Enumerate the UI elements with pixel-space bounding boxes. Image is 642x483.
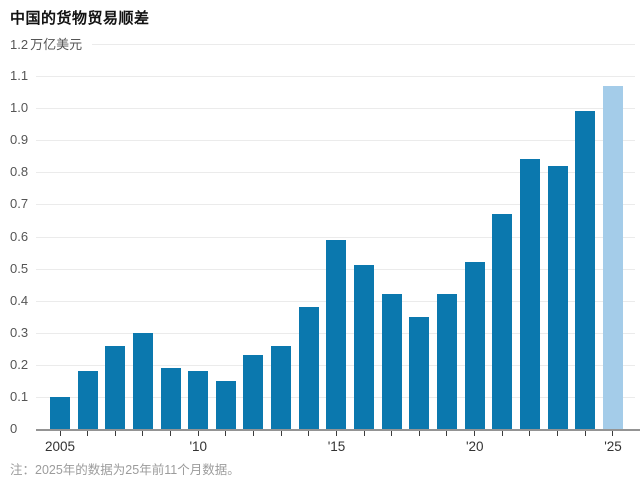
bar-2010 bbox=[188, 371, 209, 429]
x-tick-label: '10 bbox=[189, 439, 208, 454]
bar-2018 bbox=[409, 317, 430, 429]
chart-title: 中国的货物贸易顺差 bbox=[10, 10, 150, 27]
x-tick-label: '20 bbox=[465, 439, 484, 454]
y-tick-label: 1.0 bbox=[10, 100, 29, 115]
bar-2006 bbox=[77, 371, 98, 429]
bar-2017 bbox=[381, 294, 402, 429]
gridline bbox=[92, 44, 635, 45]
x-tick bbox=[243, 431, 263, 436]
x-tick bbox=[465, 431, 485, 436]
x-tick bbox=[133, 431, 153, 436]
y-tick-label: 0.1 bbox=[10, 389, 29, 404]
bar-2024 bbox=[575, 111, 596, 429]
gridline bbox=[36, 140, 635, 141]
x-tick-label: 2005 bbox=[44, 439, 76, 454]
x-tick bbox=[354, 431, 374, 436]
x-tick bbox=[188, 431, 208, 436]
gridline bbox=[36, 204, 635, 205]
x-tick bbox=[326, 431, 346, 436]
bar-2005 bbox=[50, 397, 70, 429]
gridline bbox=[36, 108, 635, 109]
x-tick bbox=[409, 431, 429, 436]
x-tick bbox=[492, 431, 512, 436]
y-axis-unit-label: 1.2 万亿美元 bbox=[10, 37, 82, 53]
bar-2013 bbox=[271, 346, 292, 429]
x-tick bbox=[271, 431, 291, 436]
x-tick bbox=[216, 431, 236, 436]
x-tick bbox=[299, 431, 319, 436]
x-axis-line bbox=[36, 429, 640, 431]
bar-2014 bbox=[298, 307, 319, 429]
gridline bbox=[36, 172, 635, 173]
gridline bbox=[36, 237, 635, 238]
x-tick-label: '15 bbox=[327, 439, 346, 454]
bar-2021 bbox=[492, 214, 513, 429]
y-tick-label: 1.1 bbox=[10, 68, 29, 83]
x-tick bbox=[548, 431, 568, 436]
x-tick bbox=[105, 431, 125, 436]
y-tick-label: 0.4 bbox=[10, 293, 29, 308]
x-tick bbox=[78, 431, 98, 436]
y-tick-label: 0 bbox=[10, 421, 18, 436]
y-tick-label: 0.6 bbox=[10, 229, 29, 244]
y-tick-label: 0.9 bbox=[10, 132, 29, 147]
x-tick bbox=[437, 431, 457, 436]
bar-2023 bbox=[547, 166, 568, 429]
y-tick-label: 0.7 bbox=[10, 196, 29, 211]
x-axis-ticks bbox=[50, 431, 623, 436]
x-tick bbox=[382, 431, 402, 436]
gridline bbox=[36, 76, 635, 77]
bar-2008 bbox=[132, 333, 153, 429]
x-tick-label: '25 bbox=[604, 439, 622, 454]
y-tick-label: 0.2 bbox=[10, 357, 29, 372]
y-tick-label: 0.8 bbox=[10, 164, 29, 179]
bar-2016 bbox=[354, 265, 375, 429]
x-tick bbox=[520, 431, 540, 436]
bar-2009 bbox=[160, 368, 181, 429]
footnote: 注：2025年的数据为25年前11个月数据。 bbox=[10, 463, 240, 477]
bar-2015 bbox=[326, 240, 347, 429]
bars bbox=[50, 44, 623, 429]
bar-2019 bbox=[436, 294, 457, 429]
bar-2012 bbox=[243, 355, 264, 429]
bar-2025 bbox=[602, 86, 623, 429]
x-tick bbox=[161, 431, 181, 436]
x-tick bbox=[575, 431, 595, 436]
y-tick-label: 0.3 bbox=[10, 325, 29, 340]
y-tick-label: 0.5 bbox=[10, 261, 29, 276]
bar-2007 bbox=[105, 346, 126, 429]
bar-2020 bbox=[464, 262, 485, 429]
bar-2011 bbox=[215, 381, 236, 429]
x-tick bbox=[50, 431, 70, 436]
x-tick bbox=[603, 431, 623, 436]
y-axis-unit-text: 万亿美元 bbox=[30, 37, 83, 52]
y-top-tick-label: 1.2 bbox=[10, 37, 29, 52]
bar-2022 bbox=[519, 159, 540, 429]
